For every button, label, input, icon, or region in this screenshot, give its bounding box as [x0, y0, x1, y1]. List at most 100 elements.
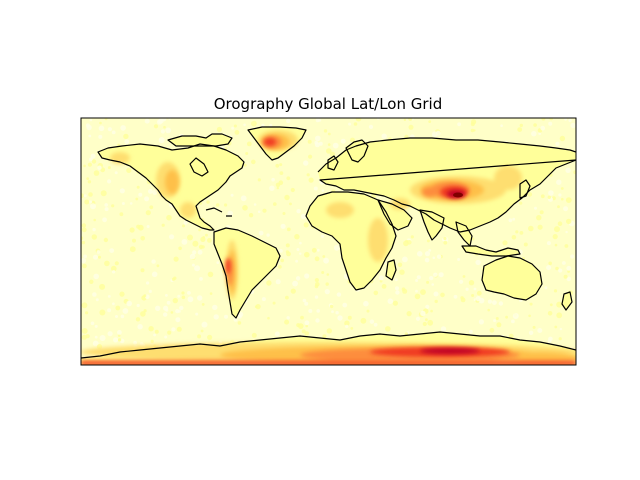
- ocean-speckle-dot: [92, 292, 97, 297]
- ocean-speckle-dot: [275, 163, 280, 168]
- ocean-speckle-dot: [304, 320, 310, 326]
- ocean-speckle-dot: [381, 133, 387, 139]
- ocean-speckle-dot: [117, 334, 121, 337]
- ocean-speckle-dot: [385, 326, 391, 332]
- ocean-speckle-dot: [565, 197, 572, 204]
- ocean-speckle-dot: [397, 262, 403, 268]
- ocean-speckle-dot: [245, 152, 249, 155]
- ocean-speckle-dot: [181, 295, 186, 300]
- ocean-speckle-dot: [272, 301, 276, 305]
- ocean-speckle-dot: [165, 308, 169, 312]
- ocean-speckle-dot: [315, 135, 321, 142]
- ocean-speckle-dot: [276, 186, 279, 190]
- ocean-speckle-dot: [91, 159, 97, 164]
- ocean-speckle-dot: [564, 118, 567, 121]
- ocean-speckle-dot: [278, 180, 284, 185]
- coastline-south-america: [213, 227, 281, 319]
- ocean-speckle-dot: [443, 240, 448, 245]
- ocean-speckle-dot: [251, 332, 257, 338]
- ocean-speckle-dot: [405, 239, 409, 243]
- ocean-speckle-dot: [363, 300, 369, 307]
- ocean-speckle-dot: [336, 292, 342, 297]
- ocean-speckle-dot: [144, 196, 150, 202]
- ocean-speckle-dot: [129, 246, 136, 253]
- ocean-speckle-dot: [350, 137, 355, 143]
- ocean-speckle-dot: [200, 236, 206, 242]
- ocean-speckle-dot: [87, 162, 92, 167]
- scandinavia: [346, 140, 368, 162]
- ocean-speckle-dot: [111, 130, 116, 135]
- ocean-speckle-dot: [502, 240, 508, 246]
- ocean-speckle-dot: [279, 249, 283, 253]
- ocean-speckle-dot: [286, 176, 291, 181]
- ocean-speckle-dot: [98, 255, 101, 259]
- ocean-speckle-dot: [100, 190, 107, 197]
- ocean-speckle-dot: [266, 280, 272, 286]
- ocean-speckle-dot: [93, 273, 99, 280]
- coastline-antarctica: [81, 331, 576, 359]
- ocean-speckle-dot: [148, 326, 154, 332]
- ocean-speckle-dot: [99, 335, 106, 341]
- ocean-speckle-dot: [558, 268, 563, 273]
- ocean-speckle-dot: [546, 241, 551, 246]
- ocean-speckle-dot: [107, 179, 112, 184]
- ocean-speckle-dot: [475, 259, 481, 266]
- ocean-speckle-dot: [151, 271, 158, 278]
- ocean-speckle-dot: [248, 213, 254, 218]
- ocean-speckle-dot: [360, 317, 367, 324]
- ocean-speckle-dot: [436, 254, 442, 259]
- ocean-speckle-dot: [81, 223, 87, 228]
- ocean-speckle-dot: [321, 189, 325, 192]
- ocean-speckle-dot: [324, 289, 330, 295]
- ocean-speckle-dot: [280, 258, 285, 263]
- ocean-speckle-dot: [88, 134, 92, 138]
- ocean-speckle-dot: [140, 236, 145, 241]
- ocean-speckle-dot: [353, 122, 358, 126]
- ocean-speckle-dot: [342, 302, 348, 308]
- ocean-speckle-dot: [279, 171, 284, 176]
- ocean-speckle-dot: [326, 148, 332, 154]
- ocean-speckle-dot: [327, 143, 331, 146]
- ocean-speckle-dot: [150, 339, 154, 343]
- ocean-speckle-dot: [570, 254, 575, 259]
- ocean-speckle-dot: [234, 130, 240, 135]
- ocean-speckle-dot: [378, 275, 384, 281]
- ocean-speckle-dot: [177, 294, 181, 298]
- ocean-speckle-dot: [89, 200, 93, 204]
- ocean-speckle-dot: [549, 118, 553, 121]
- ocean-speckle-dot: [126, 300, 132, 307]
- ocean-speckle-dot: [534, 206, 537, 210]
- ocean-speckle-dot: [107, 166, 111, 170]
- ocean-speckle-dot: [303, 160, 309, 166]
- ocean-speckle-dot: [555, 141, 560, 146]
- ocean-speckle-dot: [216, 126, 222, 133]
- ocean-speckle-dot: [563, 274, 568, 279]
- ocean-speckle-dot: [91, 234, 98, 240]
- ocean-speckle-dot: [523, 242, 528, 247]
- ocean-speckle-dot: [274, 331, 280, 337]
- ocean-speckle-dot: [475, 296, 481, 302]
- ocean-speckle-dot: [93, 170, 100, 176]
- ocean-speckle-dot: [326, 328, 332, 334]
- ocean-speckle-dot: [519, 201, 523, 205]
- ocean-speckle-dot: [286, 227, 291, 232]
- ocean-speckle-dot: [115, 305, 121, 311]
- ocean-speckle-dot: [493, 319, 497, 323]
- ocean-speckle-dot: [194, 265, 201, 272]
- ocean-speckle-dot: [120, 125, 126, 131]
- ocean-speckle-dot: [432, 256, 436, 260]
- ocean-speckle-dot: [556, 179, 562, 185]
- ocean-speckle-dot: [553, 289, 558, 293]
- ocean-speckle-dot: [350, 327, 354, 330]
- ocean-speckle-dot: [251, 120, 257, 127]
- ocean-speckle-dot: [111, 265, 117, 272]
- ocean-speckle-dot: [275, 279, 281, 285]
- ocean-speckle-dot: [92, 227, 96, 232]
- ocean-speckle-dot: [119, 291, 125, 297]
- ocean-speckle-dot: [558, 193, 562, 197]
- ocean-speckle-dot: [237, 321, 242, 325]
- ocean-speckle-dot: [473, 287, 477, 291]
- ocean-speckle-dot: [187, 291, 191, 295]
- ocean-speckle-dot: [408, 118, 413, 121]
